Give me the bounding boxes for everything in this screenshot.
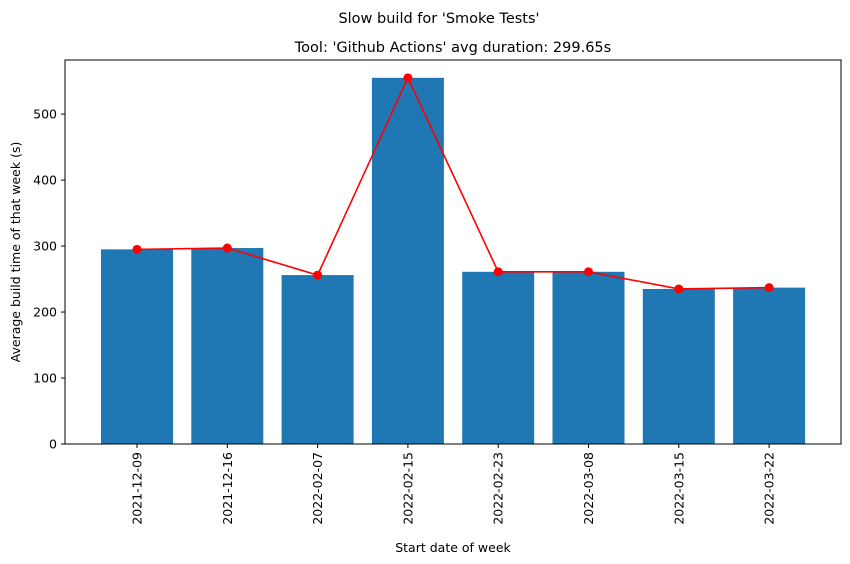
bar (642, 288, 715, 444)
x-tick-label: 2022-03-22 (762, 452, 777, 525)
line-point (493, 267, 503, 277)
plot-frame (64, 59, 842, 445)
chart-suptitle: Slow build for 'Smoke Tests' (338, 11, 539, 27)
y-tick-label: 100 (33, 371, 57, 386)
y-tick-label: 200 (33, 305, 57, 320)
line-point (313, 270, 323, 280)
bar (101, 249, 173, 444)
bar (552, 271, 625, 444)
bar (281, 275, 354, 444)
x-tick-label: 2021-12-16 (220, 452, 235, 525)
y-axis-label: Average build time of that week (s) (8, 142, 23, 363)
x-tick-label: 2022-02-15 (400, 452, 415, 525)
y-tick-label: 500 (33, 107, 57, 122)
y-axis: 0 100 200 300 400 500 (33, 107, 65, 452)
x-tick-label: 2022-02-07 (310, 452, 325, 525)
x-tick-label: 2021-12-09 (130, 452, 145, 525)
bar (462, 271, 535, 444)
x-tick-label: 2022-03-08 (581, 452, 596, 525)
y-tick-label: 400 (33, 173, 57, 188)
x-tick-label: 2022-03-15 (671, 452, 686, 525)
bar (191, 248, 264, 444)
bars-group (101, 77, 806, 445)
line-point (674, 284, 684, 294)
x-axis: 2021-12-09 2021-12-16 2022-02-07 2022-02-15… (130, 444, 777, 525)
line-point (403, 73, 413, 83)
x-axis-label: Start date of week (395, 540, 511, 555)
y-tick-label: 300 (33, 239, 57, 254)
line-group (132, 73, 774, 294)
chart-title: Tool: 'Github Actions' avg duration: 299… (294, 40, 611, 56)
series-line (136, 75, 770, 290)
line-point (584, 267, 593, 277)
bar (733, 287, 806, 444)
x-tick-label: 2022-02-23 (491, 452, 506, 525)
bar (371, 77, 444, 445)
line-point (132, 244, 142, 254)
y-tick-label: 0 (49, 437, 57, 452)
line-point (764, 283, 774, 293)
line-point (222, 243, 232, 253)
